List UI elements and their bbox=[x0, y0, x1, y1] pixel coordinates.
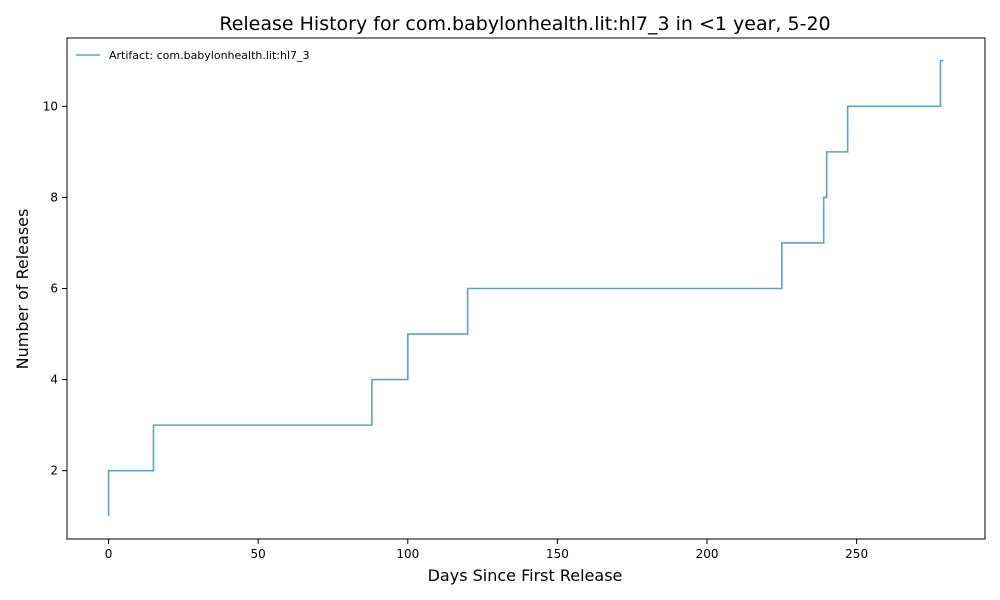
y-tick-label: 2 bbox=[50, 464, 58, 478]
legend: Artifact: com.babylonhealth.lit:hl7_3 bbox=[76, 49, 310, 62]
x-tick-label: 100 bbox=[396, 547, 419, 561]
x-tick-label: 150 bbox=[546, 547, 569, 561]
x-tick-label: 200 bbox=[696, 547, 719, 561]
y-tick-label: 10 bbox=[43, 99, 58, 113]
y-axis-label: Number of Releases bbox=[13, 209, 32, 370]
x-axis-label: Days Since First Release bbox=[428, 566, 623, 585]
y-tick-label: 4 bbox=[50, 373, 58, 387]
x-tick-label: 0 bbox=[105, 547, 113, 561]
x-tick-label: 250 bbox=[845, 547, 868, 561]
x-tick-label: 50 bbox=[251, 547, 266, 561]
chart-title: Release History for com.babylonhealth.li… bbox=[219, 13, 830, 35]
y-tick-label: 8 bbox=[50, 190, 58, 204]
legend-label: Artifact: com.babylonhealth.lit:hl7_3 bbox=[109, 49, 310, 62]
y-tick-label: 6 bbox=[50, 282, 58, 296]
